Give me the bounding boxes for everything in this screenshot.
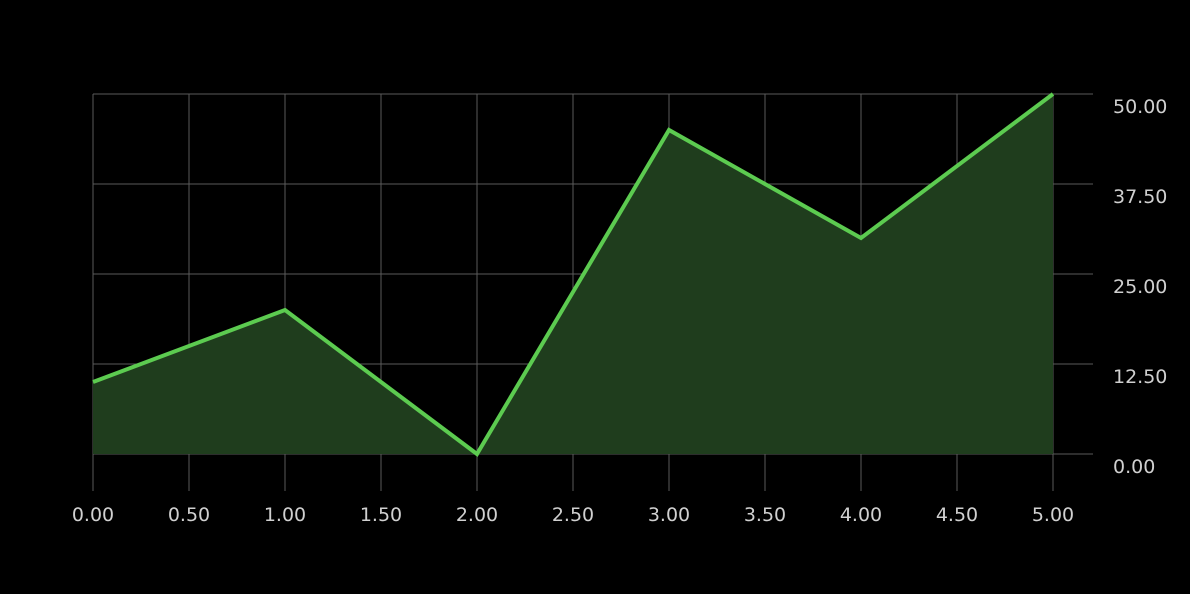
x-tick-label: 1.00	[264, 504, 306, 526]
y-tick-label: 37.50	[1113, 186, 1167, 208]
x-tick-label: 2.50	[552, 504, 594, 526]
x-tick-label: 4.00	[840, 504, 882, 526]
x-tick-label: 1.50	[360, 504, 402, 526]
x-tick-label: 3.50	[744, 504, 786, 526]
x-tick-label: 0.00	[72, 504, 114, 526]
y-tick-label: 50.00	[1113, 96, 1167, 118]
x-tick-label: 5.00	[1032, 504, 1074, 526]
y-tick-label: 12.50	[1113, 366, 1167, 388]
x-tick-label: 3.00	[648, 504, 690, 526]
x-tick-label: 2.00	[456, 504, 498, 526]
y-tick-label: 25.00	[1113, 276, 1167, 298]
x-tick-label: 0.50	[168, 504, 210, 526]
y-tick-label: 0.00	[1113, 456, 1155, 478]
x-tick-label: 4.50	[936, 504, 978, 526]
